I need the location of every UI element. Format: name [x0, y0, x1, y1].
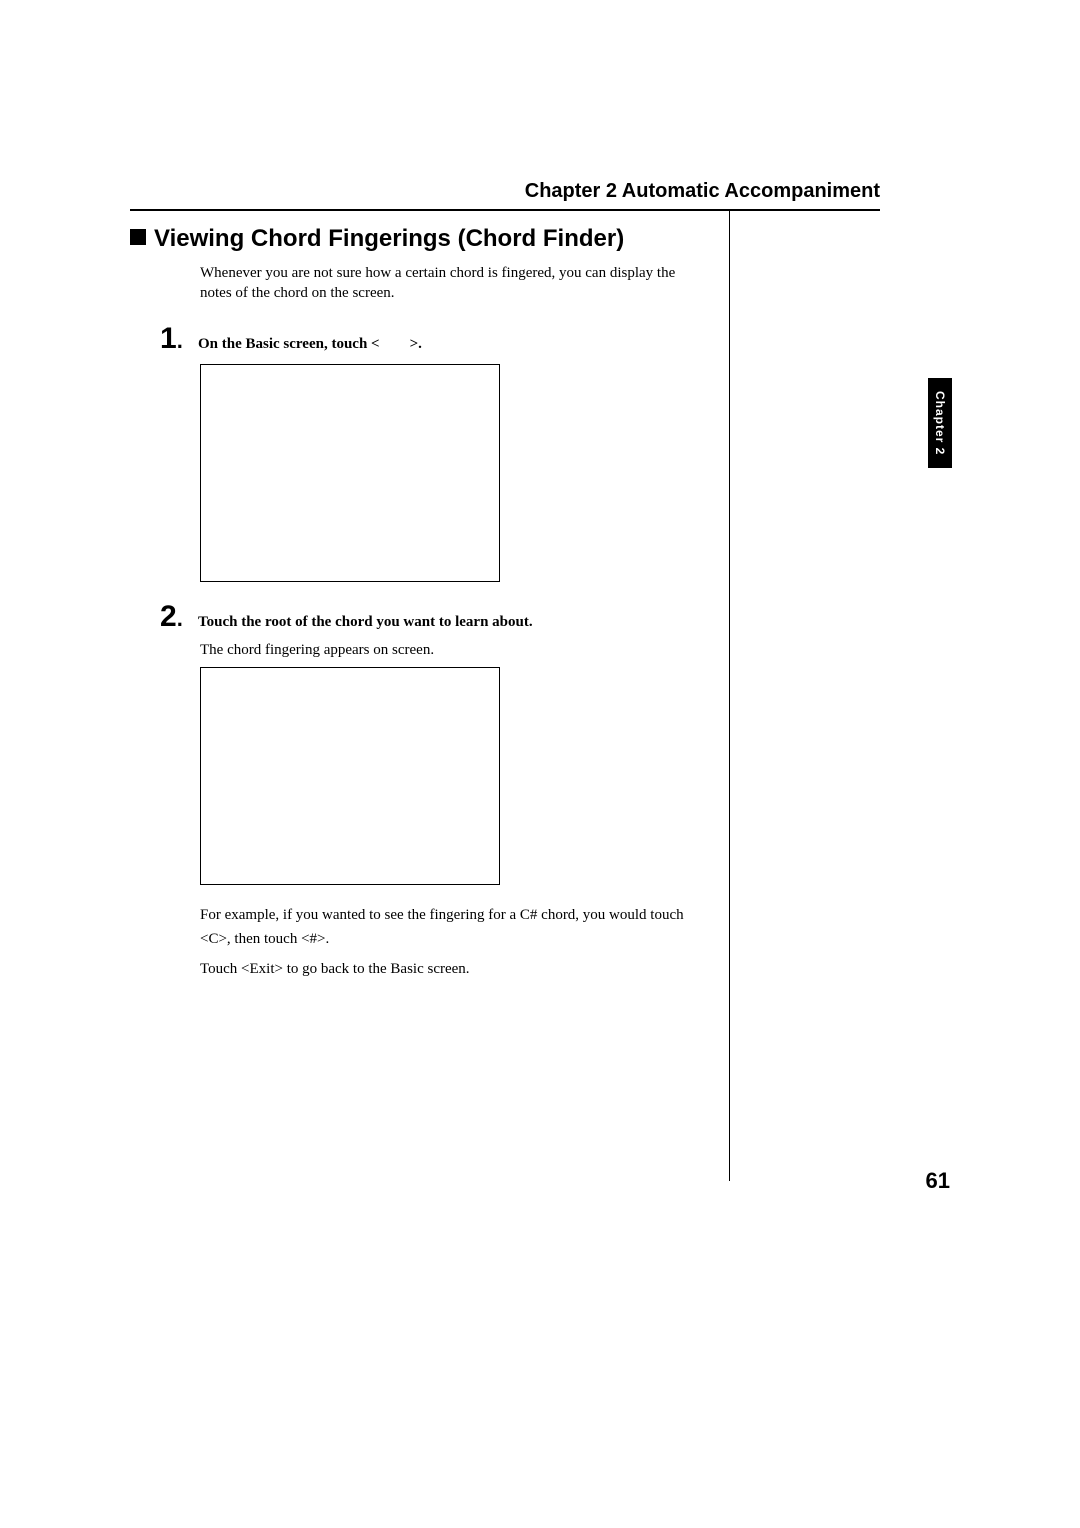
content-area: Viewing Chord Fingerings (Chord Finder) … [130, 211, 880, 1181]
exit-paragraph: Touch <Exit> to go back to the Basic scr… [200, 957, 710, 981]
vertical-rule [729, 211, 730, 1181]
section-title: Viewing Chord Fingerings (Chord Finder) [130, 225, 710, 253]
page-content: Chapter 2 Automatic Accompaniment Viewin… [130, 180, 950, 1181]
step-2-subtext: The chord fingering appears on screen. [200, 642, 710, 659]
intro-paragraph: Whenever you are not sure how a certain … [200, 263, 710, 304]
step-2-number: 2. [160, 600, 198, 634]
main-column: Viewing Chord Fingerings (Chord Finder) … [130, 211, 710, 981]
step-2: 2. Touch the root of the chord you want … [160, 600, 710, 634]
step-1: 1. On the Basic screen, touch < >. [160, 322, 710, 356]
chapter-tab: Chapter 2 [928, 378, 952, 468]
step-2-text: Touch the root of the chord you want to … [198, 612, 533, 632]
chapter-header: Chapter 2 Automatic Accompaniment [130, 180, 880, 203]
example-paragraph: For example, if you wanted to see the fi… [200, 903, 710, 951]
square-bullet-icon [130, 229, 146, 245]
step-1-text: On the Basic screen, touch < >. [198, 334, 422, 354]
step-1-number: 1. [160, 322, 198, 356]
page-number: 61 [926, 1168, 950, 1194]
screenshot-placeholder-1 [200, 364, 500, 582]
section-title-text: Viewing Chord Fingerings (Chord Finder) [154, 225, 624, 252]
screenshot-placeholder-2 [200, 667, 500, 885]
